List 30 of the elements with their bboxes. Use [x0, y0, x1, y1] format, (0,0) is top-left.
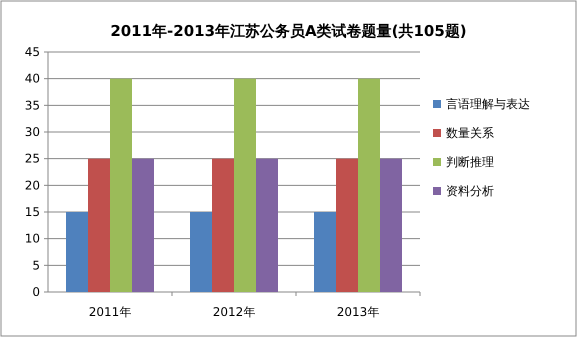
y-tick-label: 0 [32, 285, 40, 299]
bar [336, 158, 358, 292]
y-tick-label: 10 [24, 232, 40, 246]
bar [212, 158, 234, 292]
legend-label: 言语理解与表达 [446, 97, 530, 111]
y-tick-label: 5 [32, 258, 40, 272]
legend-label: 数量关系 [446, 126, 494, 140]
bar [132, 158, 154, 292]
y-tick-label: 45 [24, 45, 40, 59]
y-tick-label: 25 [24, 152, 40, 166]
y-tick-label: 30 [24, 125, 40, 139]
x-tick-label: 2013年 [336, 305, 380, 319]
y-tick-label: 20 [24, 178, 40, 192]
bar [110, 78, 132, 292]
legend-label: 资料分析 [446, 184, 494, 198]
y-tick-label: 35 [24, 98, 40, 112]
bar [380, 158, 402, 292]
bar [234, 78, 256, 292]
bar [66, 212, 88, 292]
y-tick-label: 15 [24, 205, 40, 219]
bar [88, 158, 110, 292]
bar [314, 212, 336, 292]
chart-title: 2011年-2013年江苏公务员A类试卷题量(共105题) [110, 22, 467, 40]
x-tick-label: 2012年 [212, 305, 256, 319]
x-tick-label: 2011年 [88, 305, 132, 319]
bar [190, 212, 212, 292]
bar [358, 78, 380, 292]
bar [256, 158, 278, 292]
legend-label: 判断推理 [446, 155, 494, 169]
y-tick-label: 40 [24, 72, 40, 86]
